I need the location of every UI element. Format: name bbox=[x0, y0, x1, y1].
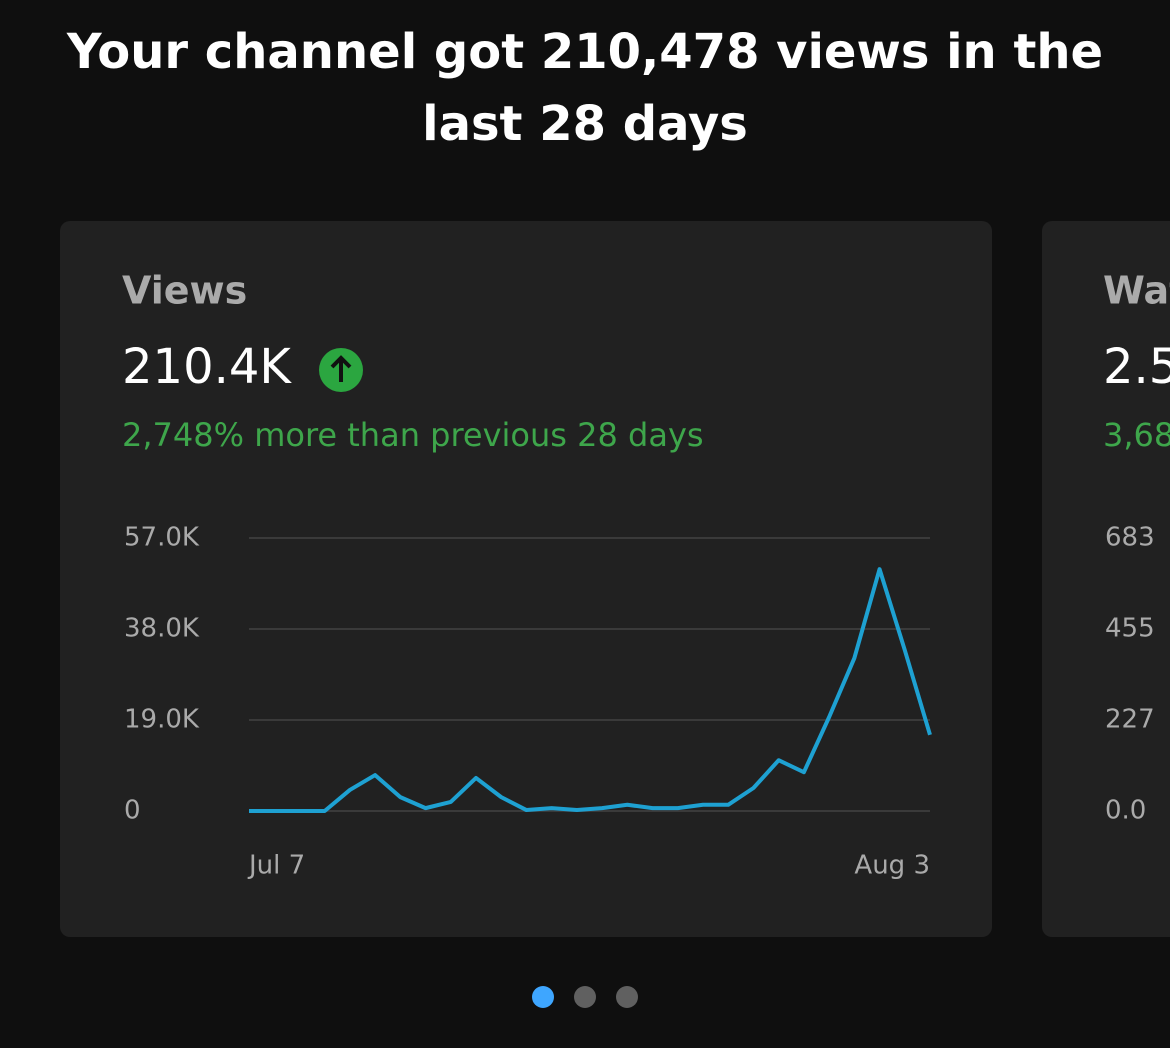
page-dot-active[interactable] bbox=[532, 986, 554, 1008]
card[interactable] bbox=[60, 221, 992, 937]
chart: 0 19.0K 38.0K 57.0K Jul 7 Aug 3 bbox=[124, 523, 932, 881]
headline: Your channel got 210,478 views in the las… bbox=[66, 24, 1103, 152]
card-change: 3,68 bbox=[1103, 416, 1170, 454]
card-change: 2,748% more than previous 28 days bbox=[122, 416, 704, 454]
card-value: 2.5 bbox=[1103, 339, 1170, 395]
page-dot[interactable] bbox=[616, 986, 638, 1008]
card-title: Views bbox=[122, 269, 247, 313]
y-tick-label: 227 bbox=[1105, 705, 1155, 735]
y-tick-label: 38.0K bbox=[124, 614, 200, 644]
x-tick-label: Jul 7 bbox=[247, 851, 305, 881]
up-arrow bbox=[330, 355, 352, 382]
card-title: Wat bbox=[1103, 269, 1170, 313]
y-tick-label: 0 bbox=[124, 796, 141, 826]
y-tick-label: 683 bbox=[1105, 523, 1155, 553]
y-tick-label: 19.0K bbox=[124, 705, 200, 735]
views-line bbox=[249, 567, 932, 813]
card-value: 210.4K bbox=[122, 339, 292, 395]
page-dot[interactable] bbox=[574, 986, 596, 1008]
card[interactable] bbox=[1042, 221, 1170, 937]
y-tick-label: 57.0K bbox=[124, 523, 200, 553]
y-tick-label: 0.0 bbox=[1105, 796, 1146, 826]
x-tick-label: Aug 3 bbox=[854, 851, 930, 881]
tick-labels: 683 455 227 0.0 bbox=[1105, 523, 1155, 826]
y-tick-label: 455 bbox=[1105, 614, 1155, 644]
